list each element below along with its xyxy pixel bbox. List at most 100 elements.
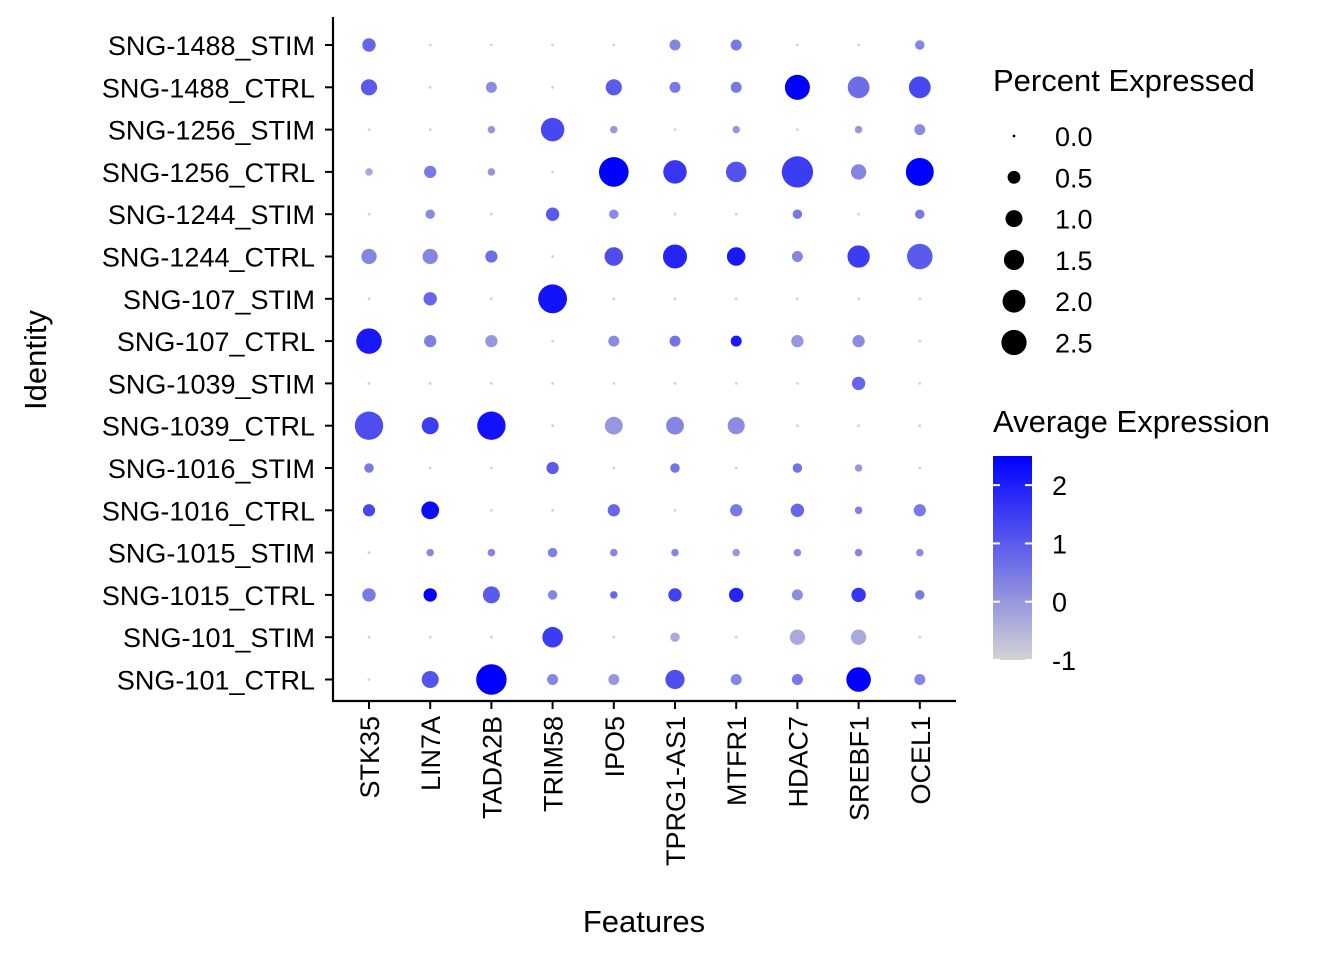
x-tick-label: TRIM58 xyxy=(539,716,569,812)
dot-sng-1488_stim-tada2b xyxy=(490,43,493,47)
dot-sng-1016_ctrl-mtfr1 xyxy=(730,504,743,517)
size-legend-title: Percent Expressed xyxy=(993,63,1255,98)
y-tick-label: SNG-1016_CTRL xyxy=(102,496,315,526)
dot-sng-1256_stim-trim58 xyxy=(540,117,565,142)
dot-sng-1015_stim-ocel1 xyxy=(916,548,924,557)
dot-sng-101_ctrl-tprg1-as1 xyxy=(665,669,685,690)
dot-sng-1015_ctrl-tada2b xyxy=(482,586,500,604)
dot-sng-1244_stim-ipo5 xyxy=(609,209,619,219)
dot-sng-1256_ctrl-trim58 xyxy=(551,170,554,174)
x-tick-label: TPRG1-AS1 xyxy=(661,716,691,866)
dot-sng-1488_ctrl-ocel1 xyxy=(908,76,931,99)
size-legend-dot xyxy=(1012,134,1016,138)
color-legend-label: 0 xyxy=(1052,588,1067,618)
dot-sng-1039_ctrl-ocel1 xyxy=(918,424,922,428)
dot-sng-1488_stim-hdac7 xyxy=(796,43,799,47)
dot-sng-107_stim-ocel1 xyxy=(918,297,922,301)
y-tick-label: SNG-107_STIM xyxy=(123,285,315,315)
dot-sng-1244_ctrl-mtfr1 xyxy=(726,247,746,266)
dot-sng-1244_ctrl-hdac7 xyxy=(791,250,803,263)
dot-sng-107_ctrl-tada2b xyxy=(485,334,498,348)
dot-sng-1015_ctrl-stk35 xyxy=(362,588,376,602)
dot-sng-1488_stim-mtfr1 xyxy=(730,39,742,51)
dot-sng-107_ctrl-srebf1 xyxy=(852,334,865,348)
x-axis-title: Features xyxy=(583,904,705,939)
dot-sng-1016_stim-trim58 xyxy=(546,461,559,475)
dot-sng-1244_stim-tada2b xyxy=(490,212,493,216)
dot-sng-1244_ctrl-trim58 xyxy=(551,255,554,258)
dot-sng-1015_ctrl-trim58 xyxy=(547,590,558,600)
dot-sng-1244_stim-stk35 xyxy=(367,212,371,216)
size-legend-dot xyxy=(1005,210,1023,228)
dot-sng-101_ctrl-stk35 xyxy=(367,678,371,681)
dot-sng-1039_stim-tada2b xyxy=(490,382,493,385)
dot-sng-1039_ctrl-mtfr1 xyxy=(727,417,745,435)
dot-sng-101_stim-trim58 xyxy=(542,626,563,648)
dot-sng-1256_ctrl-mtfr1 xyxy=(725,161,747,183)
dot-sng-1244_ctrl-lin7a xyxy=(422,248,438,265)
dot-sng-1039_ctrl-lin7a xyxy=(421,417,439,435)
color-legend-label: -1 xyxy=(1052,646,1076,676)
dot-sng-107_stim-trim58 xyxy=(538,284,567,314)
dot-sng-1039_ctrl-srebf1 xyxy=(857,424,860,428)
dot-sng-107_stim-stk35 xyxy=(367,297,371,301)
dot-sng-1016_stim-ipo5 xyxy=(612,466,616,470)
dot-sng-1244_stim-srebf1 xyxy=(857,212,860,216)
dot-sng-1016_stim-tada2b xyxy=(490,466,493,470)
dot-sng-1015_stim-trim58 xyxy=(547,547,558,558)
dot-sng-1256_stim-lin7a xyxy=(428,128,432,132)
dot-sng-101_stim-ocel1 xyxy=(918,635,922,639)
dot-sng-101_ctrl-ipo5 xyxy=(608,673,620,686)
dot-sng-1256_stim-hdac7 xyxy=(796,128,799,132)
dot-sng-1016_stim-ocel1 xyxy=(918,466,922,470)
x-tick-label: SREBF1 xyxy=(845,716,875,821)
dot-sng-1015_stim-mtfr1 xyxy=(732,548,740,557)
dot-sng-101_ctrl-lin7a xyxy=(421,670,439,689)
dot-sng-107_ctrl-mtfr1 xyxy=(730,335,742,347)
y-tick-label: SNG-1016_STIM xyxy=(108,454,315,484)
dot-sng-1488_ctrl-lin7a xyxy=(428,85,432,89)
dot-sng-1488_stim-ocel1 xyxy=(915,40,925,50)
dot-sng-1256_ctrl-lin7a xyxy=(424,165,437,179)
dot-sng-1016_stim-mtfr1 xyxy=(734,466,738,470)
size-legend-dot xyxy=(1002,289,1026,313)
dot-sng-107_ctrl-ocel1 xyxy=(918,339,922,343)
x-tick-label: STK35 xyxy=(355,716,385,799)
dot-sng-1015_ctrl-ipo5 xyxy=(610,591,618,599)
dot-sng-1488_ctrl-hdac7 xyxy=(784,74,810,100)
dot-sng-101_stim-stk35 xyxy=(367,635,371,639)
dot-sng-101_ctrl-ocel1 xyxy=(914,673,926,686)
dot-sng-1488_stim-srebf1 xyxy=(857,43,860,47)
dot-sng-1488_stim-lin7a xyxy=(428,43,432,47)
x-tick-group: STK35 LIN7A TADA2B TRIM58 IPO5 TPRG1-AS1 MTFR1… xyxy=(355,701,936,866)
dot-sng-1015_stim-tada2b xyxy=(487,548,496,557)
dot-sng-1015_ctrl-ocel1 xyxy=(915,590,925,600)
dot-sng-1015_stim-tprg1-as1 xyxy=(671,548,679,557)
dot-sng-1244_ctrl-tada2b xyxy=(485,250,498,263)
dot-sng-1256_stim-ipo5 xyxy=(610,125,618,134)
dot-sng-101_stim-hdac7 xyxy=(789,629,806,645)
y-tick-label: SNG-101_STIM xyxy=(123,623,315,653)
y-axis-title: Identity xyxy=(18,310,53,410)
dot-sng-107_stim-srebf1 xyxy=(857,297,860,301)
y-tick-label: SNG-1244_CTRL xyxy=(102,243,315,273)
size-legend-label: 1.5 xyxy=(1055,246,1093,276)
dot-sng-1244_stim-tprg1-as1 xyxy=(673,212,677,216)
dot-sng-101_ctrl-hdac7 xyxy=(791,673,803,686)
dot-sng-1256_ctrl-tada2b xyxy=(487,168,496,176)
dot-sng-107_ctrl-lin7a xyxy=(424,334,437,348)
dot-sng-101_stim-srebf1 xyxy=(850,629,867,645)
dot-sng-1488_ctrl-ipo5 xyxy=(605,79,622,96)
y-tick-label: SNG-1256_STIM xyxy=(108,116,315,146)
dot-sng-1016_ctrl-tprg1-as1 xyxy=(673,508,677,512)
dot-sng-1244_ctrl-ipo5 xyxy=(604,247,624,266)
dot-sng-1256_ctrl-stk35 xyxy=(365,168,373,176)
dot-sng-1015_stim-stk35 xyxy=(367,551,371,554)
dot-sng-101_stim-ipo5 xyxy=(612,635,616,639)
dot-sng-107_ctrl-stk35 xyxy=(356,328,382,354)
dot-sng-1039_stim-ipo5 xyxy=(612,382,616,385)
y-tick-label: SNG-1039_CTRL xyxy=(102,412,315,442)
dot-sng-1256_stim-mtfr1 xyxy=(732,125,740,134)
dot-sng-1256_ctrl-ocel1 xyxy=(905,157,934,186)
